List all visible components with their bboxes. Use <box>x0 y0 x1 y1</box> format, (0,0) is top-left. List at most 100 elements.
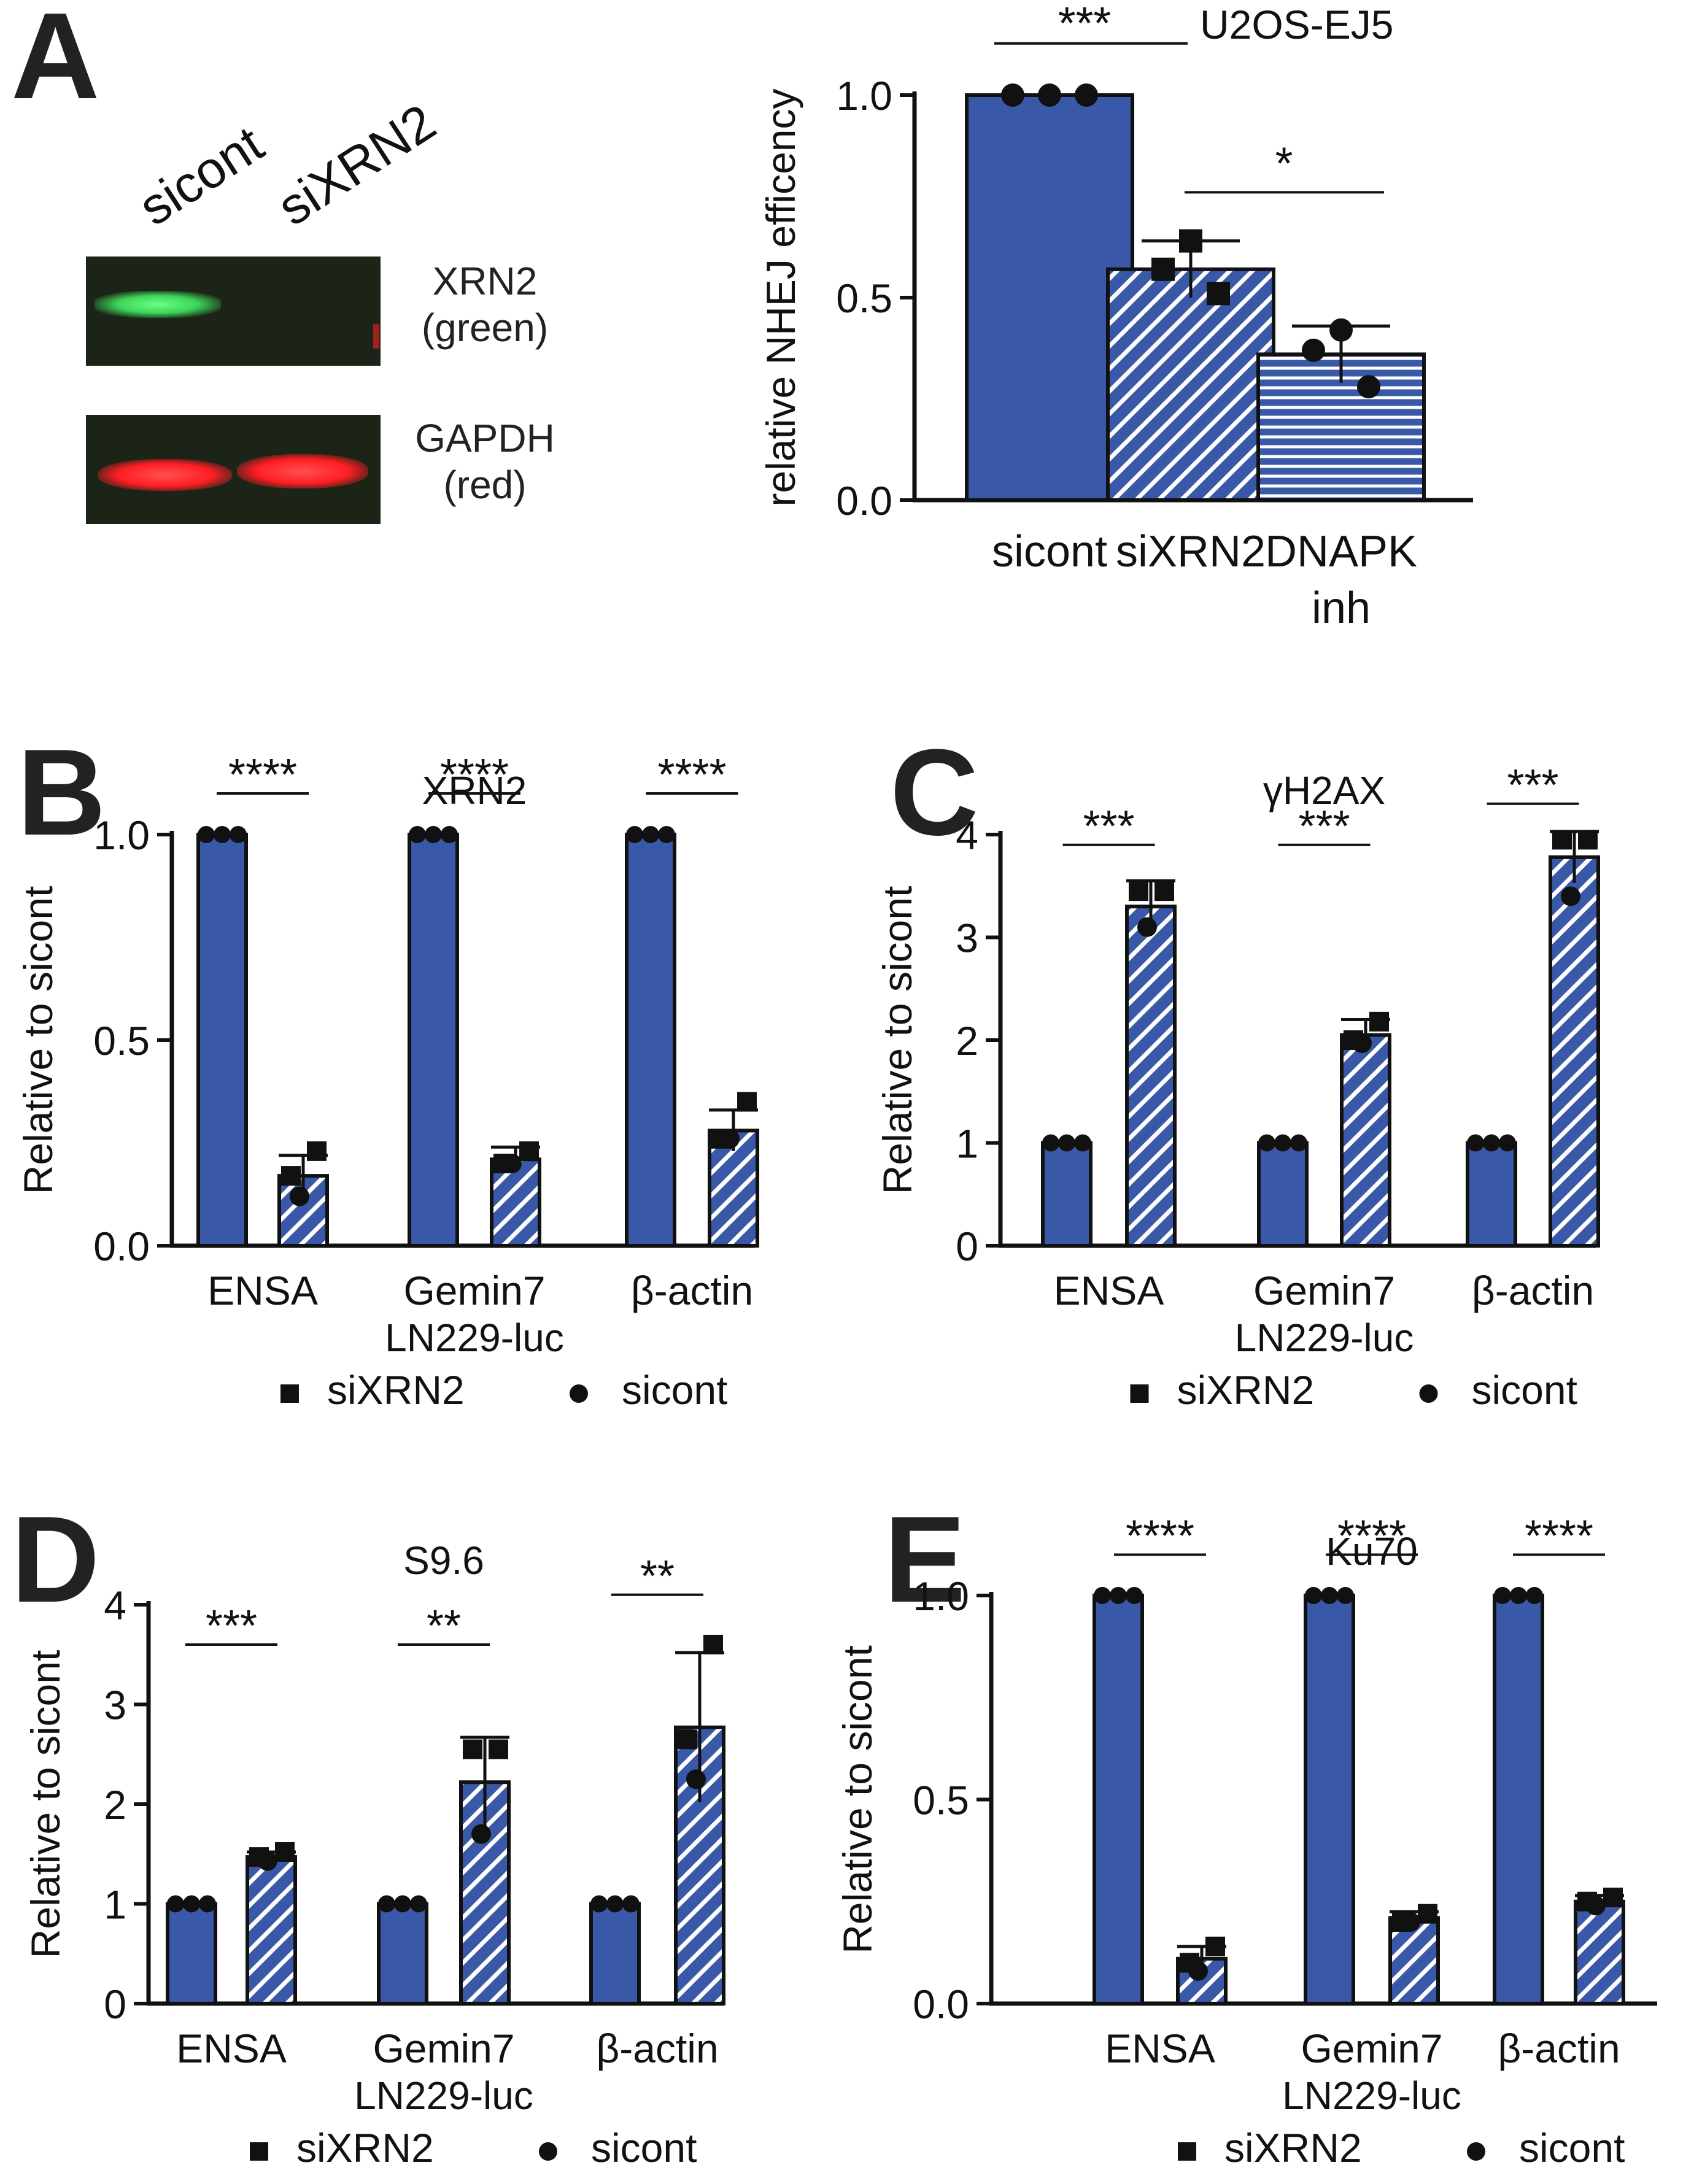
x-label-e-0: ENSA <box>1105 2026 1215 2071</box>
point-c-sixrn2-2-0 <box>1578 830 1598 850</box>
bar-d-sicont-1 <box>377 1902 428 2005</box>
legend-label-c-1: sicont <box>1472 1367 1577 1413</box>
point-d-sicont-1-2 <box>410 1895 427 1913</box>
point-e-sicont-2-2 <box>1526 1587 1543 1604</box>
legend-label-b-0: siXRN2 <box>327 1367 465 1413</box>
legend-marker-b-0 <box>280 1384 299 1403</box>
bar-e-sicont-2 <box>1493 1594 1544 2005</box>
point-e-sicont-0-1 <box>1110 1587 1127 1604</box>
point-e-sixrn2-2-0 <box>1603 1888 1623 1908</box>
point-d-sixrn2-2-0 <box>703 1635 723 1654</box>
sig-label-e-2: **** <box>1525 1512 1593 1561</box>
point-a-0-2 <box>1075 83 1098 107</box>
y-tick-label-b-1: 0.5 <box>93 1018 150 1063</box>
bar-d-sixrn2-0 <box>246 1855 297 2005</box>
legend-marker-c-0 <box>1130 1384 1149 1403</box>
bar-c-sixrn2-0 <box>1125 905 1177 1248</box>
point-e-sixrn2-2-2 <box>1586 1896 1606 1916</box>
point-e-sixrn2-1-0 <box>1418 1904 1437 1924</box>
point-b-sixrn2-1-2 <box>502 1154 522 1173</box>
bar-c-sixrn2-1 <box>1340 1033 1391 1248</box>
y-axis-label-e: Relative to sicont <box>835 1645 880 1954</box>
x-sublabel-d: LN229-luc <box>354 2074 533 2118</box>
bar-e-sicont-0 <box>1093 1594 1144 2005</box>
y-axis-label-c: Relative to sicont <box>875 886 920 1195</box>
y-tick-label-a-1: 0.5 <box>836 276 892 321</box>
x-label-a-0: sicont <box>992 527 1107 576</box>
legend-label-d-0: siXRN2 <box>296 2125 434 2170</box>
point-c-sicont-0-1 <box>1058 1134 1075 1152</box>
point-e-sicont-0-2 <box>1126 1587 1143 1604</box>
panel-letter-d: D <box>11 1491 99 1628</box>
point-c-sicont-2-0 <box>1467 1134 1484 1152</box>
point-b-sicont-1-2 <box>441 826 458 843</box>
x-label-c-1: Gemin7 <box>1253 1268 1395 1313</box>
legend-label-d-1: sicont <box>591 2125 697 2170</box>
point-a-1-2 <box>1207 282 1230 306</box>
point-a-2-2 <box>1357 375 1380 399</box>
band-xrn2-sicont <box>95 291 221 318</box>
panel-letter-b: B <box>17 724 106 861</box>
point-c-sixrn2-2-1 <box>1552 830 1572 850</box>
bar-b-sixrn2-0 <box>277 1174 329 1248</box>
sig-label-c-0: *** <box>1083 802 1134 851</box>
y-tick-label-e-2: 1.0 <box>913 1573 969 1619</box>
x-sublabel-e: LN229-luc <box>1282 2074 1461 2118</box>
band-gapdh-sicont <box>98 459 232 491</box>
point-d-sicont-1-1 <box>394 1895 411 1913</box>
legend-marker-d-0 <box>250 2142 268 2161</box>
point-c-sixrn2-0-0 <box>1154 881 1174 901</box>
sig-label-c-2: *** <box>1507 761 1558 810</box>
y-tick-label-c-3: 3 <box>956 916 978 961</box>
point-e-sicont-1-0 <box>1305 1587 1322 1604</box>
point-a-2-0 <box>1329 318 1353 342</box>
point-d-sicont-2-2 <box>622 1895 640 1913</box>
chart-title-c: γH2AX <box>1263 768 1385 812</box>
point-a-1-0 <box>1179 229 1202 253</box>
x-label-e-2: β-actin <box>1498 2026 1620 2071</box>
point-b-sixrn2-2-2 <box>720 1129 740 1149</box>
y-tick-label-e-0: 0.0 <box>913 1981 969 2027</box>
panel-letter-e: E <box>884 1491 965 1628</box>
chart-title-d: S9.6 <box>403 1538 484 1583</box>
chart-title-a: U2OS-EJ5 <box>1200 2 1393 47</box>
y-tick-label-d-3: 3 <box>104 1683 126 1728</box>
point-d-sixrn2-2-2 <box>686 1769 706 1789</box>
point-a-0-0 <box>1001 83 1024 107</box>
point-b-sixrn2-1-0 <box>519 1141 539 1161</box>
legend-marker-c-1 <box>1419 1384 1438 1403</box>
point-a-1-1 <box>1151 257 1175 281</box>
point-b-sicont-0-0 <box>198 826 215 843</box>
point-b-sicont-2-1 <box>642 826 659 843</box>
legend-label-b-1: sicont <box>622 1367 727 1413</box>
bar-a-0 <box>965 93 1134 502</box>
point-d-sixrn2-2-1 <box>678 1729 697 1750</box>
y-tick-label-d-2: 2 <box>104 1782 126 1827</box>
x-label-a-2-line-0: DNAPK <box>1265 527 1417 576</box>
point-e-sixrn2-0-0 <box>1205 1936 1225 1956</box>
bar-e-sixrn2-1 <box>1388 1916 1440 2006</box>
panel-letter-a: A <box>11 0 99 125</box>
y-axis-label-b: Relative to sicont <box>15 886 61 1195</box>
panel-letter-c: C <box>890 724 978 861</box>
bar-b-sicont-2 <box>625 833 676 1248</box>
point-b-sixrn2-0-1 <box>281 1166 301 1186</box>
legend-marker-b-1 <box>570 1384 588 1403</box>
chart-d: D 0 1 2 3 4 Relative to sicont ENSA *** Gemin7 ** β… <box>11 1491 725 2170</box>
point-c-sicont-1-1 <box>1274 1134 1291 1152</box>
y-tick-label-b-2: 1.0 <box>93 812 150 858</box>
point-d-sixrn2-0-0 <box>275 1842 295 1862</box>
bar-c-sicont-0 <box>1041 1141 1093 1248</box>
point-c-sicont-2-2 <box>1499 1134 1516 1152</box>
chart-c: C 0 1 2 3 4 Relative to sicont ENSA *** Gemin7 ***… <box>875 724 1600 1413</box>
blot-gapdh <box>86 415 381 524</box>
point-b-sixrn2-2-0 <box>737 1092 757 1112</box>
point-e-sixrn2-1-2 <box>1401 1912 1420 1932</box>
point-e-sixrn2-0-2 <box>1188 1961 1208 1981</box>
legend-marker-e-0 <box>1178 2142 1196 2161</box>
point-c-sicont-2-1 <box>1483 1134 1500 1152</box>
legend-label-e-1: sicont <box>1519 2125 1625 2170</box>
point-d-sicont-2-0 <box>590 1895 608 1913</box>
